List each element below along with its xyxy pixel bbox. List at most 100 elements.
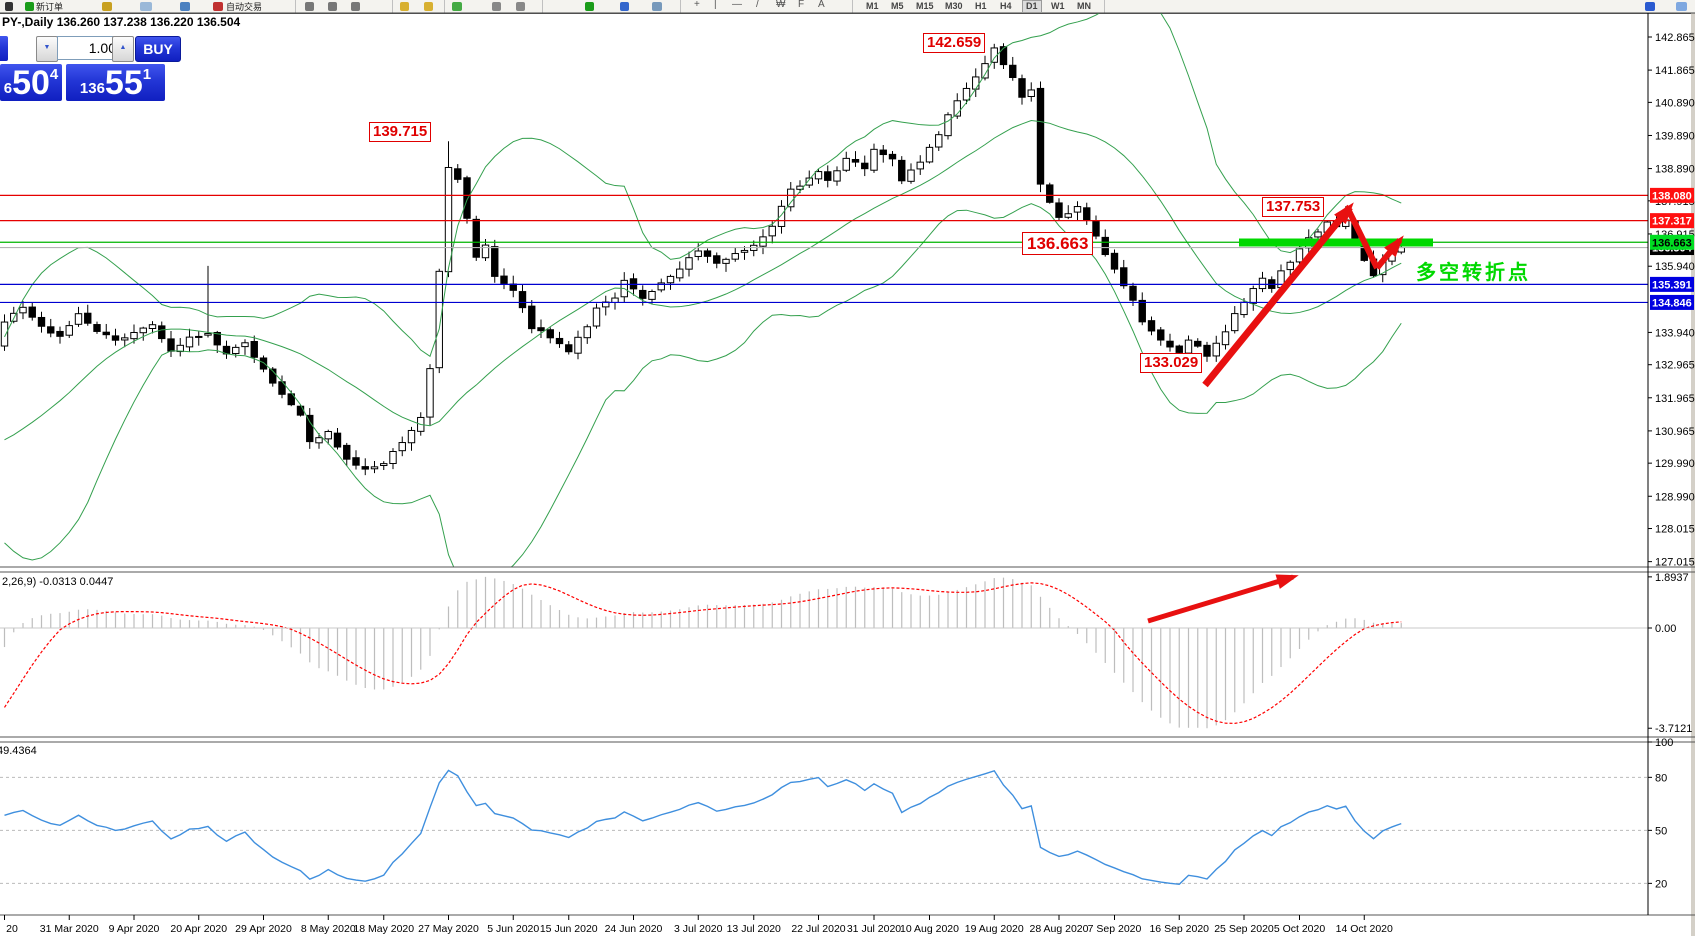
svg-text:80: 80 [1655,772,1667,784]
svg-text:13 Jul 2020: 13 Jul 2020 [727,923,781,935]
toolbar-separator [542,0,543,13]
volume-decrease-button[interactable]: ▼ [36,36,58,62]
svg-text:31 Mar 2020: 31 Mar 2020 [40,923,99,935]
snapshot-icon[interactable] [652,2,662,11]
timeframe-mn[interactable]: MN [1077,1,1091,11]
zoom-in-icon[interactable] [400,2,409,11]
svg-text:136.663: 136.663 [1652,237,1692,249]
chart-shift-icon[interactable] [516,2,525,11]
bar-chart-icon[interactable] [305,2,314,11]
svg-text:5 Oct 2020: 5 Oct 2020 [1274,923,1326,935]
buy-button[interactable]: BUY [135,36,181,62]
sell-label-clipped[interactable] [0,36,8,61]
svg-text:27 May 2020: 27 May 2020 [418,923,479,935]
cursor-icon[interactable] [5,2,13,11]
svg-text:141.865: 141.865 [1655,65,1695,77]
timeframe-m30[interactable]: M30 [945,1,963,11]
sell-price-pip: 4 [49,66,59,83]
add-indicator-icon[interactable] [585,2,594,11]
tile-windows-icon[interactable] [452,2,462,11]
trend-note: 多空转折点 [1416,262,1531,284]
web-icon[interactable] [180,2,190,11]
price-annotation-139.715: 139.715 [369,122,432,142]
price-annotation-137.753: 137.753 [1262,197,1325,217]
svg-text:137.317: 137.317 [1652,216,1692,228]
svg-text:100: 100 [1655,737,1673,749]
svg-text:134.846: 134.846 [1652,297,1692,309]
svg-text:22 Jul 2020: 22 Jul 2020 [791,923,845,935]
svg-text:20: 20 [6,923,18,935]
timeframe-m15[interactable]: M15 [916,1,934,11]
price-annotation-142.659: 142.659 [923,33,986,53]
timeframe-m1[interactable]: M1 [866,1,879,11]
svg-text:7 Sep 2020: 7 Sep 2020 [1088,923,1142,935]
fibonacci-tool-icon[interactable]: F [798,0,805,10]
svg-text:15 Jun 2020: 15 Jun 2020 [540,923,598,935]
svg-text:19 Aug 2020: 19 Aug 2020 [965,923,1024,935]
timeframe-w1[interactable]: W1 [1051,1,1065,11]
svg-text:138.890: 138.890 [1655,164,1695,176]
svg-text:128.015: 128.015 [1655,524,1695,536]
svg-text:18 May 2020: 18 May 2020 [353,923,414,935]
autoscroll-icon[interactable] [492,2,501,11]
svg-text:127.015: 127.015 [1655,557,1695,569]
autotrade-icon[interactable] [213,2,223,11]
new-order-label[interactable]: 新订单 [36,2,64,12]
price-annotation-136.663: 136.663 [1022,232,1094,255]
history-center-icon[interactable] [102,2,112,11]
price-axis[interactable]: 142.865141.865140.890139.890138.890137.9… [1648,32,1695,890]
svg-text:5 Jun 2020: 5 Jun 2020 [487,923,539,935]
timeframe-m5[interactable]: M5 [891,1,904,11]
svg-text:130.965: 130.965 [1655,426,1695,438]
new-order-icon[interactable] [25,2,34,11]
rsi-label: 49.4364 [0,745,37,757]
autotrade-label[interactable]: 自动交易 [226,2,263,12]
volume-increase-button[interactable]: ▲ [112,36,134,62]
zoom-out-icon[interactable] [424,2,433,11]
svg-text:-3.7121: -3.7121 [1655,723,1692,735]
svg-text:28 Aug 2020: 28 Aug 2020 [1030,923,1089,935]
timeframe-h4[interactable]: H4 [1000,1,1012,11]
sell-price-main: 50 [12,63,50,102]
svg-text:29 Apr 2020: 29 Apr 2020 [235,923,292,935]
trendline-tool-icon[interactable]: / [756,0,759,10]
toolbar-separator [392,0,393,13]
crosshair-icon[interactable]: + [694,0,700,10]
svg-text:135.391: 135.391 [1652,279,1692,291]
svg-text:8 May 2020: 8 May 2020 [301,923,356,935]
svg-text:138.080: 138.080 [1652,190,1692,202]
timeframe-h1[interactable]: H1 [975,1,987,11]
equidistant-channel-icon[interactable]: ₩ [776,0,786,10]
toolbar-separator [852,0,853,13]
svg-text:9 Apr 2020: 9 Apr 2020 [109,923,160,935]
toolbar-separator [680,0,681,13]
one-click-trade-panel: ▼ 1.00 ▲ BUY 6 50 4 136 55 1 [0,33,185,103]
hline-tool-icon[interactable]: — [732,0,742,10]
time-axis[interactable]: 20 31 Mar 2020 9 Apr 2020 20 Apr 2020 29 Apr… [4,915,1394,935]
svg-text:1.8937: 1.8937 [1655,572,1689,584]
text-tool-icon[interactable]: A [818,0,825,10]
svg-text:131.965: 131.965 [1655,393,1695,405]
timeframe-d1[interactable]: D1 [1022,0,1042,12]
line-chart-icon[interactable] [351,2,360,11]
chart-title: PY-,Daily 136.260 137.238 136.220 136.50… [2,15,241,29]
price-annotation-133.029: 133.029 [1140,353,1203,373]
svg-text:129.990: 129.990 [1655,458,1695,470]
toolbar-separator [295,0,296,13]
svg-text:135.940: 135.940 [1655,261,1695,273]
chat-icon[interactable] [1676,2,1687,11]
buy-price-button[interactable]: 136 55 1 [66,64,165,101]
cloud-icon[interactable] [140,2,152,11]
svg-text:50: 50 [1655,825,1667,837]
sell-price-button[interactable]: 6 50 4 [0,64,62,101]
toolbar-separator [1104,0,1105,13]
template-icon[interactable] [620,2,629,11]
svg-text:14 Oct 2020: 14 Oct 2020 [1336,923,1393,935]
candle-chart-icon[interactable] [328,2,337,11]
vline-tool-icon[interactable]: | [714,0,717,10]
volume-input[interactable]: 1.00 [57,36,121,60]
svg-text:31 Jul 2020: 31 Jul 2020 [847,923,901,935]
help-icon[interactable] [1645,2,1655,11]
